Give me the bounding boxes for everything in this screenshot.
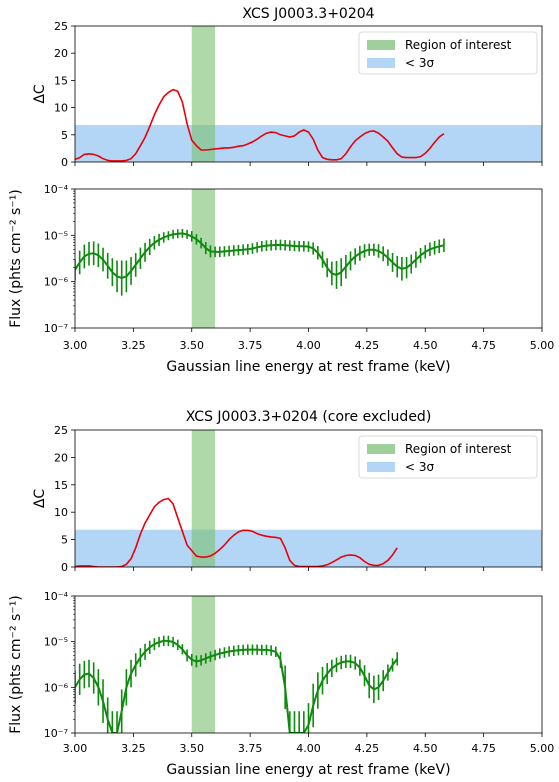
legend: Region of interest < 3σ: [358, 31, 538, 75]
x-tick-label: 3.50: [180, 742, 205, 755]
y-tick-label: 25: [54, 424, 68, 437]
y-tick-label: 0: [61, 561, 68, 574]
flux-line: [75, 639, 398, 733]
chart-title: XCS J0003.3+0204 (core excluded): [186, 409, 432, 425]
y-tick-label: 10⁻⁴: [44, 590, 69, 603]
panel-bottom: 0 5 10 15 20 25 ΔC Region of interest < 3σ XCS J0…: [8, 409, 555, 778]
sigma-band: [75, 529, 542, 567]
x-tick-label: 3.75: [238, 339, 263, 352]
flux-plot: 10⁻⁷ 10⁻⁶ 10⁻⁵ 10⁻⁴ 3.00 3.25 3.50 3.75 4.00 4.25…: [8, 183, 555, 375]
y-tick-label: 10: [54, 102, 68, 115]
y-tick-label: 10⁻⁵: [44, 229, 68, 242]
legend-label: < 3σ: [405, 56, 435, 70]
region-of-interest-band: [191, 189, 216, 328]
x-tick-label: 4.25: [355, 742, 380, 755]
x-tick-label: 4.50: [413, 339, 438, 352]
delta-c-plot: 0 5 10 15 20 25 ΔC Region of interest < 3σ: [32, 20, 543, 169]
x-tick-label: 5.00: [530, 742, 555, 755]
legend-swatch: [367, 444, 395, 454]
y-tick-label: 10: [54, 506, 68, 519]
legend-label: Region of interest: [405, 442, 512, 456]
legend-swatch: [367, 40, 395, 50]
delta-c-plot: 0 5 10 15 20 25 ΔC Region of interest < 3σ: [32, 424, 543, 574]
x-tick-label: 3.00: [63, 339, 88, 352]
x-tick-label: 3.00: [63, 742, 88, 755]
y-tick-label: 10⁻⁷: [44, 727, 68, 740]
flux-line: [75, 232, 445, 280]
x-tick-label: 5.00: [530, 339, 555, 352]
x-tick-label: 4.00: [296, 339, 321, 352]
x-axis-label: Gaussian line energy at rest frame (keV): [166, 762, 450, 778]
chart-title: XCS J0003.3+0204: [242, 6, 374, 22]
y-tick-label: 15: [54, 479, 68, 492]
y-tick-label: 15: [54, 74, 68, 87]
region-of-interest-band: [191, 596, 216, 733]
x-tick-label: 4.75: [471, 339, 496, 352]
legend: Region of interest < 3σ: [358, 435, 538, 479]
legend-box: [358, 31, 538, 75]
y-tick-label: 10⁻⁶: [44, 681, 69, 694]
x-tick-label: 4.25: [355, 339, 380, 352]
legend-box: [358, 435, 538, 479]
sigma-band: [75, 125, 542, 162]
y-tick-label: 20: [54, 47, 68, 60]
y-tick-label: 10⁻⁴: [44, 183, 69, 196]
x-tick-label: 3.75: [238, 742, 263, 755]
error-bars: [75, 635, 399, 733]
x-tick-label: 4.75: [471, 742, 496, 755]
y-axis-label: Flux (phts cm⁻² s⁻¹): [8, 595, 24, 734]
y-axis-label: ΔC: [32, 84, 48, 104]
legend-label: < 3σ: [405, 460, 435, 474]
y-axis-label: Flux (phts cm⁻² s⁻¹): [8, 189, 24, 328]
x-tick-label: 3.25: [121, 339, 146, 352]
y-axis-label: ΔC: [32, 489, 48, 509]
flux-plot: 10⁻⁷ 10⁻⁶ 10⁻⁵ 10⁻⁴ 3.00 3.25 3.50 3.75 4.00 4.25…: [8, 590, 555, 778]
y-tick-label: 20: [54, 451, 68, 464]
x-tick-label: 4.50: [413, 742, 438, 755]
x-axis-label: Gaussian line energy at rest frame (keV): [166, 359, 450, 375]
y-tick-label: 10⁻⁶: [44, 276, 69, 289]
x-tick-label: 3.25: [121, 742, 146, 755]
panel-top: 0 5 10 15 20 25 ΔC Region of interest < 3σ XCS J0…: [8, 6, 555, 375]
x-tick-label: 3.50: [180, 339, 205, 352]
y-tick-label: 0: [61, 156, 68, 169]
legend-label: Region of interest: [405, 38, 512, 52]
y-tick-label: 10⁻⁵: [44, 636, 68, 649]
y-tick-label: 25: [54, 20, 68, 33]
delta-c-line: [75, 88, 445, 162]
legend-swatch: [367, 58, 395, 68]
region-of-interest-band: [191, 26, 216, 162]
region-of-interest-band: [191, 430, 216, 567]
y-tick-label: 5: [61, 129, 68, 142]
y-tick-label: 10⁻⁷: [44, 322, 68, 335]
legend-swatch: [367, 462, 395, 472]
x-tick-label: 4.00: [296, 742, 321, 755]
delta-c-line: [75, 497, 398, 567]
y-tick-label: 5: [61, 534, 68, 547]
